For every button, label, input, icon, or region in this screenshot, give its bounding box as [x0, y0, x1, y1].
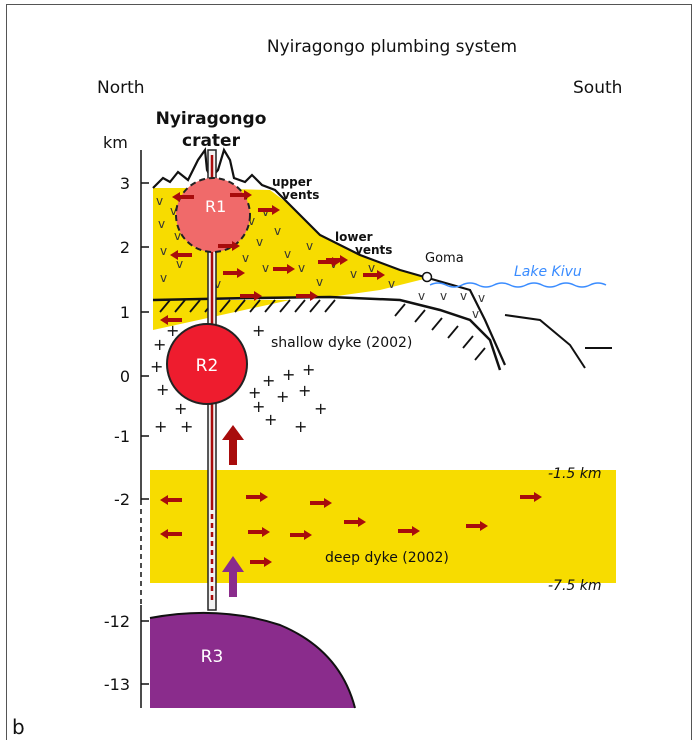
deep-dyke-label: deep dyke (2002): [325, 550, 449, 566]
svg-text:v: v: [170, 204, 177, 218]
svg-text:v: v: [158, 217, 165, 231]
svg-text:+: +: [314, 399, 327, 418]
tick-label-minus1: -1: [114, 427, 130, 446]
svg-text:v: v: [478, 291, 485, 305]
basement-hatch: [159, 299, 486, 361]
svg-text:v: v: [298, 261, 305, 275]
reservoir-r3-label: R3: [201, 647, 224, 667]
svg-text:v: v: [176, 257, 183, 271]
svg-text:v: v: [284, 247, 291, 261]
diagram-title: Nyiragongo plumbing system: [267, 37, 517, 57]
svg-text:+: +: [150, 357, 163, 376]
svg-text:v: v: [460, 289, 467, 303]
reservoir-r3: [150, 612, 355, 708]
y-axis-ticks: [141, 182, 149, 685]
svg-text:v: v: [242, 251, 249, 265]
svg-text:v: v: [248, 214, 255, 228]
tick-label-minus2: -2: [114, 490, 130, 509]
svg-text:+: +: [276, 387, 289, 406]
svg-text:+: +: [156, 380, 169, 399]
north-label: North: [97, 78, 145, 98]
goma-marker: [421, 271, 433, 283]
lower-vents-line1: lower: [335, 230, 373, 244]
svg-text:v: v: [472, 307, 479, 321]
svg-text:+: +: [252, 321, 265, 340]
svg-text:v: v: [388, 277, 395, 291]
svg-text:v: v: [256, 235, 263, 249]
upward-flow-arrow: [222, 425, 244, 465]
upper-vents-line2: vents: [282, 188, 319, 202]
crater-label-line1: Nyiragongo: [156, 109, 267, 129]
upper-vents-line1: upper: [272, 175, 312, 189]
reservoir-r2-label: R2: [196, 356, 219, 376]
lake-surface: [429, 282, 607, 288]
svg-text:v: v: [368, 261, 375, 275]
svg-text:+: +: [153, 335, 166, 354]
basement-line: [152, 295, 502, 371]
tick-label-minus13: -13: [104, 675, 130, 694]
svg-text:v: v: [274, 224, 281, 238]
reservoir-r3-outline: [149, 611, 356, 709]
svg-text:v: v: [306, 239, 313, 253]
deep-dyke-band: [150, 470, 616, 583]
svg-text:+: +: [262, 371, 275, 390]
svg-text:v: v: [316, 275, 323, 289]
svg-text:v: v: [174, 229, 181, 243]
shallow-dyke-label: shallow dyke (2002): [271, 335, 412, 351]
svg-text:+: +: [248, 383, 261, 402]
crater-label-line2: crater: [182, 131, 241, 151]
volcano-surface-line: [152, 146, 507, 366]
svg-text:v: v: [440, 289, 447, 303]
depth-bottom-label: -7.5 km: [548, 578, 602, 594]
lower-vents-line2: vents: [355, 243, 392, 257]
intrusion-plus-markers: ++++ +++ + + + ++ + +++ ++: [150, 321, 327, 436]
shallow-dyke-fill: [153, 300, 290, 330]
svg-text:+: +: [298, 381, 311, 400]
reservoir-r1-label: R1: [205, 197, 226, 216]
svg-text:v: v: [262, 261, 269, 275]
svg-text:+: +: [302, 360, 315, 379]
flow-arrows: [160, 190, 542, 567]
goma-label: Goma: [425, 251, 464, 266]
svg-text:+: +: [294, 417, 307, 436]
svg-text:v: v: [418, 289, 425, 303]
lake-kivu-label: Lake Kivu: [514, 264, 582, 280]
svg-text:v: v: [160, 244, 167, 258]
reservoir-r2: [166, 323, 248, 405]
south-ground-line: [504, 314, 612, 369]
deep-upward-flow-arrow: [222, 556, 244, 597]
svg-text:+: +: [174, 399, 187, 418]
south-label: South: [573, 78, 622, 98]
tick-label-minus12: -12: [104, 612, 130, 631]
axis-unit-label: km: [103, 133, 128, 152]
svg-text:v: v: [214, 277, 221, 291]
tick-label-2: 2: [120, 238, 130, 257]
tick-label-0: 0: [120, 367, 130, 386]
figure-frame: [6, 4, 692, 740]
svg-text:+: +: [166, 321, 179, 340]
svg-text:+: +: [180, 417, 193, 436]
panel-label: b: [12, 715, 25, 739]
svg-text:+: +: [264, 410, 277, 429]
svg-text:+: +: [282, 365, 295, 384]
svg-text:v: v: [350, 267, 357, 281]
svg-text:v: v: [156, 194, 163, 208]
depth-top-label: -1.5 km: [548, 466, 602, 482]
svg-text:+: +: [154, 417, 167, 436]
tick-label-1: 1: [120, 303, 130, 322]
svg-text:v: v: [160, 271, 167, 285]
tick-label-3: 3: [120, 174, 130, 193]
svg-text:+: +: [252, 397, 265, 416]
